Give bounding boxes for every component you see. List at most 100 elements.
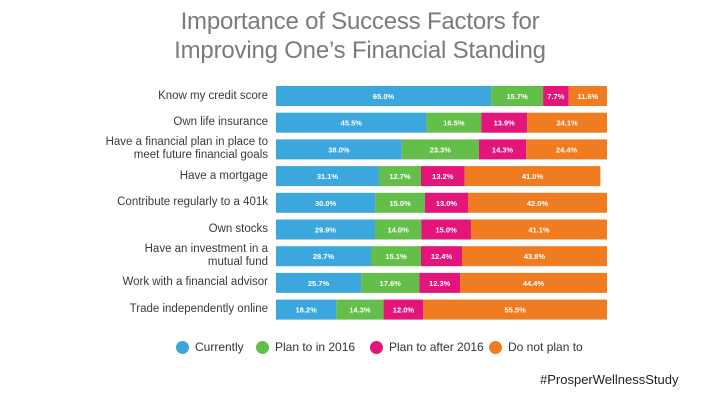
bar-segment-5-2: [375, 192, 425, 213]
bar-segment-4-2: [378, 166, 421, 187]
data-label-9-1: 18.2%: [295, 306, 317, 315]
bar-segment-9-2: [336, 299, 384, 320]
data-label-3-1: 38.0%: [328, 145, 350, 154]
legend-label: Currently: [195, 340, 244, 354]
category-label: Work with a financial advisor: [122, 276, 268, 289]
category-label-line: Own stocks: [208, 223, 268, 235]
legend-item: Do not plan to: [489, 340, 583, 354]
bar-segment-1-2: [491, 86, 544, 106]
category-label-line: Work with a financial advisor: [122, 276, 268, 289]
bar-segment-2-3: [481, 112, 528, 133]
data-label-5-4: 42.0%: [527, 199, 549, 208]
data-label-5-2: 15.0%: [389, 199, 411, 208]
bar-segment-9-4: [423, 299, 608, 320]
bar-segment-3-4: [526, 139, 607, 160]
category-label: Own life insurance: [173, 116, 268, 129]
chart-title-line-1: Importance of Success Factors for: [180, 8, 540, 35]
legend-swatch: [489, 340, 502, 354]
bar-segment-6-1: [276, 219, 375, 240]
category-label-line: Trade independently online: [129, 303, 268, 316]
legend-label: Plan to after 2016: [389, 340, 484, 354]
category-label: Own stocks: [209, 223, 268, 236]
data-label-7-4: 43.8%: [524, 252, 546, 261]
bar-segment-7-2: [371, 246, 421, 267]
bar-segment-9-1: [276, 299, 337, 320]
category-label-line: Have a mortgage: [179, 169, 268, 182]
bar-segment-1-3: [543, 86, 569, 106]
bar-segment-2-1: [276, 112, 427, 133]
bar-segment-8-3: [419, 272, 461, 293]
bar-segment-4-1: [276, 166, 379, 187]
data-label-8-3: 12.3%: [429, 279, 451, 288]
category-label: Know my credit score: [158, 90, 268, 103]
data-label-3-4: 24.4%: [556, 145, 578, 154]
category-label: Contribute regularly to a 401k: [117, 196, 268, 209]
bar-segment-8-1: [276, 272, 362, 293]
data-label-4-2: 12.7%: [389, 172, 411, 181]
bar-segment-6-2: [374, 219, 422, 240]
data-label-2-4: 24.1%: [556, 119, 578, 128]
data-label-8-4: 44.4%: [523, 279, 545, 288]
category-label: Have a financial plan in place to meet fu…: [106, 136, 268, 162]
category-label: Have an investment in a mutual fund: [145, 243, 268, 269]
data-label-6-1: 29.9%: [315, 226, 337, 235]
category-label-line: Own life insurance: [173, 116, 268, 129]
data-label-8-1: 25.7%: [308, 279, 330, 288]
bar-segment-3-3: [478, 139, 527, 160]
legend-item: Plan to after 2016: [370, 340, 484, 354]
category-label-line: Have an investment in a: [144, 243, 268, 256]
bar-segment-5-1: [276, 192, 376, 213]
data-label-3-2: 23.3%: [430, 145, 452, 154]
data-label-5-3: 13.0%: [436, 199, 458, 208]
data-label-9-3: 12.0%: [393, 306, 415, 315]
data-label-2-2: 16.5%: [443, 119, 465, 128]
bar-segment-1-4: [568, 86, 607, 106]
bar-segment-3-1: [276, 139, 402, 160]
data-label-6-4: 41.1%: [528, 226, 550, 235]
category-label-line: Have a financial plan in place to: [105, 136, 268, 149]
bar-segment-3-2: [401, 139, 479, 160]
legend-item: Plan to in 2016: [256, 340, 355, 354]
bar-segment-1-1: [276, 86, 492, 106]
data-label-1-1: 65.0%: [373, 92, 395, 101]
data-label-2-1: 45.5%: [341, 119, 363, 128]
data-label-1-2: 15.7%: [506, 92, 528, 101]
hashtag-footer: #ProsperWellnessStudy: [540, 372, 679, 387]
bar-segment-7-3: [420, 246, 463, 267]
data-label-1-4: 11.6%: [577, 92, 598, 101]
bar-segment-6-4: [470, 219, 607, 240]
bar-segment-9-3: [383, 299, 424, 320]
data-label-2-3: 13.9%: [494, 119, 516, 128]
bar-segment-4-3: [420, 166, 465, 187]
data-label-5-1: 30.0%: [315, 199, 337, 208]
bar-segment-7-4: [462, 246, 607, 267]
bar-segment-8-2: [361, 272, 420, 293]
bar-segment-6-3: [421, 219, 471, 240]
category-label-line: mutual fund: [207, 256, 268, 269]
data-label-9-2: 14.3%: [349, 306, 371, 315]
bar-segment-8-4: [460, 272, 607, 293]
category-label: Trade independently online: [130, 303, 268, 316]
data-label-4-3: 13.2%: [432, 172, 454, 181]
data-label-3-3: 14.3%: [492, 145, 514, 154]
data-label-7-1: 28.7%: [313, 252, 335, 261]
bar-segment-2-2: [426, 112, 482, 133]
bar-segment-4-4: [464, 166, 601, 187]
data-label-6-2: 14.0%: [387, 226, 409, 235]
data-label-7-3: 12.4%: [431, 252, 453, 261]
data-label-6-3: 15.0%: [435, 226, 457, 235]
data-label-8-2: 17.6%: [380, 279, 402, 288]
category-label-line: meet future financial goals: [133, 149, 268, 162]
chart-title-line-2: Improving One’s Financial Standing: [174, 37, 546, 64]
category-label: Have a mortgage: [180, 170, 268, 183]
bar-segment-7-1: [276, 246, 371, 267]
bar-segment-5-3: [424, 192, 468, 213]
legend-swatch: [176, 340, 189, 354]
legend-swatch: [256, 340, 269, 354]
bar-segment-5-4: [467, 192, 607, 213]
legend-swatch: [370, 340, 383, 354]
legend-item: Currently: [176, 340, 244, 354]
data-label-4-4: 41.0%: [522, 172, 544, 181]
data-label-1-3: 7.7%: [547, 92, 564, 101]
